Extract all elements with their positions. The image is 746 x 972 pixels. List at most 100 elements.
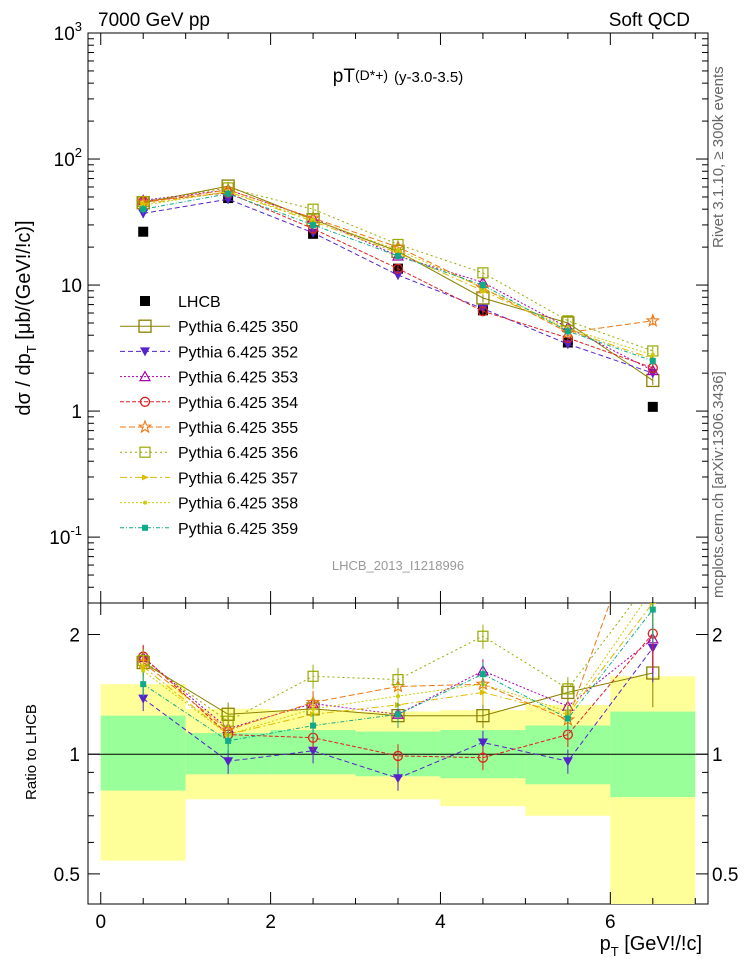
- legend-label: Pythia 6.425 356: [178, 445, 298, 462]
- data-point: [140, 206, 147, 213]
- ratio-point: [649, 606, 656, 613]
- side-label-bottom: mcplots.cern.ch [arXiv:1306.3436]: [710, 371, 727, 598]
- ratio-point: [479, 671, 486, 678]
- legend-marker: [137, 419, 153, 434]
- data-point: [395, 253, 401, 260]
- data-point: [392, 263, 404, 274]
- legend-marker: [138, 319, 152, 333]
- data-point: [225, 190, 232, 197]
- ratio-y-tick-label-right: 1: [712, 745, 723, 766]
- ratio-y-tick-label: 0.5: [54, 865, 80, 886]
- ratio-point: [562, 757, 573, 767]
- legend-marker: [139, 396, 151, 407]
- legend-marker: [138, 370, 152, 382]
- ratio-point: [141, 668, 146, 673]
- data-point: [307, 203, 319, 215]
- ratio-x-tick-label: 4: [435, 912, 446, 933]
- data-point: [649, 357, 656, 364]
- legend-entry: Pythia 6.425 352: [120, 344, 298, 361]
- ratio-point: [477, 738, 488, 748]
- ratio-point: [307, 670, 319, 682]
- ratio-y-tick-label: 2: [69, 625, 80, 646]
- legend-label: Pythia 6.425 357: [178, 470, 298, 487]
- legend-marker: [140, 296, 150, 306]
- legend-label: Pythia 6.425 353: [178, 370, 298, 387]
- ratio-point: [476, 709, 490, 723]
- data-point: [647, 401, 658, 412]
- ratio-point: [395, 711, 401, 718]
- ratio-point: [225, 737, 232, 744]
- legend-label: Pythia 6.425 358: [178, 496, 298, 513]
- ratio-point: [311, 706, 316, 711]
- main-watermark: LHCB_2013_I1218996: [332, 558, 464, 573]
- legend-entry: Pythia 6.425 353: [120, 370, 298, 387]
- legend-entry: Pythia 6.425 357: [120, 470, 298, 487]
- legend-marker: [140, 347, 150, 357]
- header-left: 7000 GeV pp: [98, 10, 210, 31]
- ratio-point: [393, 774, 403, 784]
- legend-label: Pythia 6.425 359: [178, 521, 298, 538]
- legend-marker: [143, 500, 147, 505]
- main-y-tick-label: 1: [71, 402, 82, 423]
- band-1sigma: [100, 715, 186, 791]
- legend-label: Pythia 6.425 354: [178, 395, 298, 412]
- data-point: [477, 267, 489, 279]
- ratio-point: [308, 746, 319, 756]
- ratio-y-tick-label-right: 2: [712, 625, 723, 646]
- ratio-point: [477, 630, 489, 642]
- main-y-tick-label: 102: [54, 145, 82, 171]
- data-point: [564, 328, 571, 335]
- legend-entry: Pythia 6.425 350: [120, 319, 298, 336]
- ratio-ylabel: Ratio to LHCB: [23, 704, 40, 800]
- data-point: [477, 306, 489, 317]
- ratio-x-tick-label: 2: [265, 912, 276, 933]
- ratio-y-tick-label-right: 0.5: [712, 865, 738, 886]
- ratio-y-tick-label: 1: [69, 745, 80, 766]
- data-point: [645, 313, 660, 327]
- ratio-point: [396, 694, 400, 699]
- side-label-top: Rivet 3.1.10, ≥ 300k events: [710, 66, 727, 248]
- ratio-x-tick-label: 6: [605, 912, 616, 933]
- legend-marker: [142, 474, 149, 481]
- ratio-plot-panel: 0.5 0.5 1 1 2 2 0 2 4 6 Ratio to LHCB pT [GeV!/!c…: [23, 602, 738, 959]
- legend-entry: LHCB: [140, 294, 221, 311]
- data-point: [310, 221, 317, 228]
- legend: LHCB Pythia 6.425 350 Pythia 6.425 352 Pyth…: [120, 294, 298, 538]
- main-y-tick-label: 10-1: [49, 523, 82, 549]
- legend-label: Pythia 6.425 350: [178, 319, 298, 336]
- legend-entry: Pythia 6.425 355: [120, 419, 298, 437]
- ratio-point: [562, 683, 574, 695]
- ratio-point: [138, 694, 149, 704]
- series-Pythia-6425-359: [140, 189, 656, 366]
- legend-marker: [139, 446, 151, 458]
- data-point: [396, 247, 400, 252]
- legend-entry: Pythia 6.425 354: [120, 395, 298, 412]
- ratio-point: [223, 757, 234, 767]
- data-point: [650, 352, 655, 357]
- ratio-series-Pythia-6425-359: [140, 603, 656, 754]
- legend-entry: Pythia 6.425 359: [120, 521, 298, 538]
- ratio-point: [310, 722, 317, 729]
- ratio-point: [564, 715, 571, 722]
- data-point: [393, 271, 403, 281]
- data-point: [223, 195, 234, 205]
- data-point: [646, 364, 659, 376]
- data-point: [311, 217, 316, 222]
- ratio-point: [392, 750, 404, 762]
- main-title-suffix: (y-3.0-3.5): [394, 69, 463, 86]
- data-point: [479, 282, 486, 289]
- legend-entry: Pythia 6.425 356: [120, 445, 298, 462]
- main-ylabel: dσ / dpT [μb/(GeV!/!c)]: [13, 220, 39, 415]
- legend-marker: [142, 524, 148, 531]
- main-y-tick-label: 10: [61, 276, 82, 297]
- ratio-xlabel: pT [GeV!/!c]: [600, 933, 702, 959]
- main-y-tick-label: 103: [54, 19, 82, 45]
- main-plot-panel: 10-1 1 10 102 103 LHCB_2013_I1218996 pT(D*+)…: [13, 19, 709, 604]
- legend-entry: Pythia 6.425 358: [120, 496, 298, 513]
- ratio-point: [477, 752, 489, 763]
- legend-label: Pythia 6.425 352: [178, 344, 298, 361]
- header-right: Soft QCD: [609, 10, 690, 31]
- data-point: [138, 226, 149, 237]
- main-title: pT(D*+) (y-3.0-3.5): [333, 66, 463, 87]
